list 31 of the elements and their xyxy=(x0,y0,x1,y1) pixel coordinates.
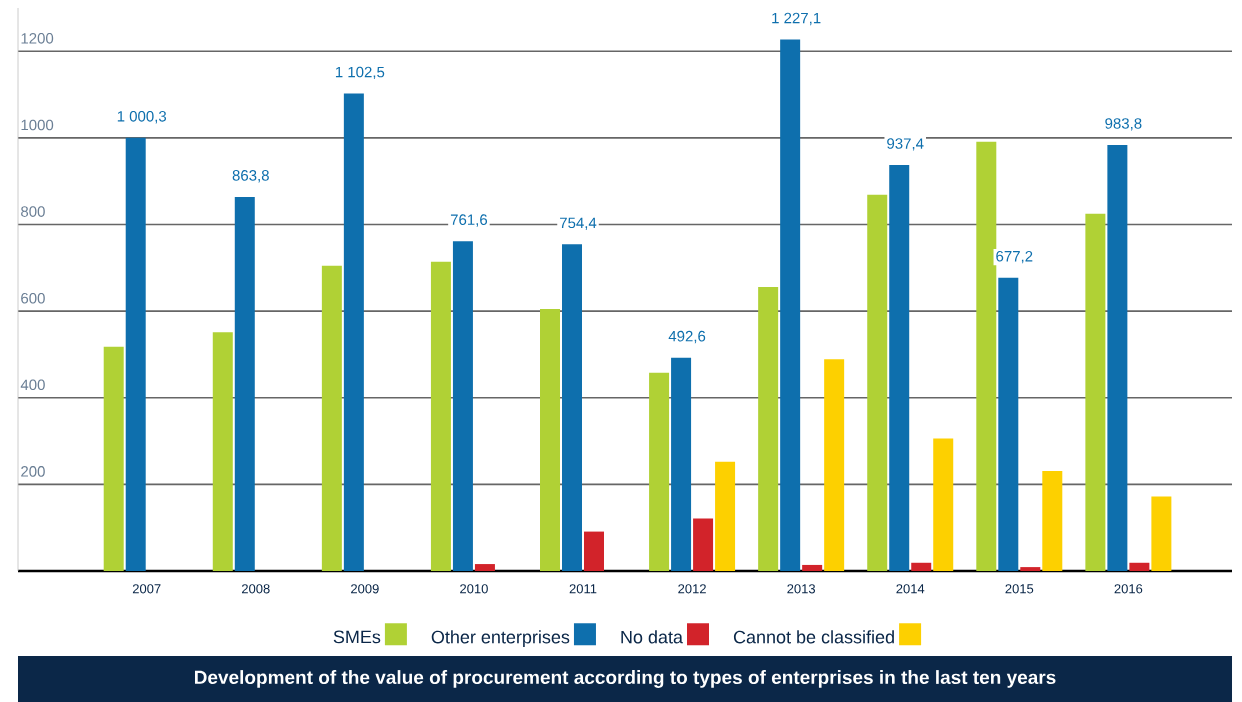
y-tick-label: 800 xyxy=(21,206,45,217)
y-tick-label: 200 xyxy=(21,466,45,477)
x-tick-label: 2010 xyxy=(460,584,488,594)
data-label: 761,6 xyxy=(450,214,488,227)
data-label: 983,8 xyxy=(1105,118,1142,131)
x-tick-label: 2009 xyxy=(351,584,379,594)
y-tick-label: 400 xyxy=(20,379,45,391)
legend-label: SMEs xyxy=(333,630,381,644)
x-tick-label: 2012 xyxy=(678,584,706,594)
data-label: 937,4 xyxy=(887,138,924,151)
data-label: 1 000,3 xyxy=(117,110,167,124)
data-label: 1 227,1 xyxy=(772,12,821,26)
x-tick-label: 2013 xyxy=(787,584,816,594)
legend-label: Other enterprises xyxy=(431,630,570,648)
y-tick-label: 600 xyxy=(21,292,45,304)
x-tick-label: 2008 xyxy=(241,584,270,594)
text: Development of the value of procurement according to types of enterprises in the last ten years xyxy=(194,670,1056,688)
data-label: 677,2 xyxy=(996,250,1033,264)
data-label: 863,8 xyxy=(232,170,269,183)
data-label: 492,6 xyxy=(668,330,706,344)
y-tick-label: 1000 xyxy=(21,119,54,131)
x-tick-label: 2007 xyxy=(132,584,161,594)
data-label: 1 102,5 xyxy=(335,66,385,80)
x-tick-label: 2016 xyxy=(1114,584,1143,594)
legend-label: Cannot be classified xyxy=(733,630,894,644)
data-label: 754,4 xyxy=(560,217,597,230)
legend-label: No data xyxy=(621,630,683,644)
x-tick-label: 2015 xyxy=(1005,584,1034,594)
x-tick-label: 2011 xyxy=(569,584,597,594)
x-tick-label: 2014 xyxy=(896,584,925,594)
y-tick-label: 1200 xyxy=(21,33,54,44)
